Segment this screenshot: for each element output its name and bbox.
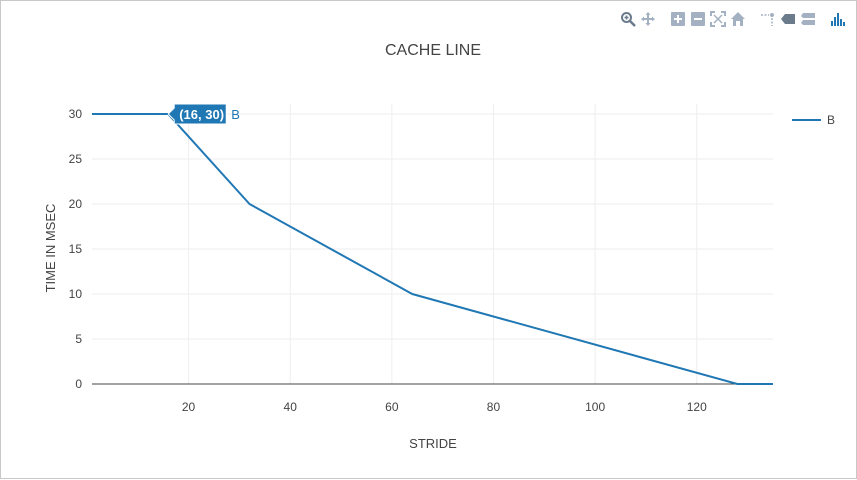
reset-axes-icon (731, 12, 745, 26)
axes: 20 40 60 80 100 120 0 5 10 15 20 25 30 (69, 107, 773, 414)
x-tick-label: 60 (385, 400, 399, 414)
autoscale-button[interactable] (708, 9, 728, 29)
x-tick-label: 100 (585, 400, 605, 414)
y-tick-label: 20 (69, 197, 83, 211)
zoom-out-icon (691, 12, 705, 26)
zoom-icon (621, 12, 636, 27)
zoom-in-button[interactable] (668, 9, 688, 29)
y-tick-label: 0 (75, 377, 82, 391)
hover-tooltip: (16, 30) B (167, 103, 240, 125)
legend-item-label: B (827, 113, 835, 127)
hover-value: (16, 30) (179, 107, 224, 122)
autoscale-icon (710, 11, 726, 27)
grid-lines (92, 104, 773, 384)
zoom-out-button[interactable] (688, 9, 708, 29)
modebar-group (828, 9, 848, 29)
plotly-logo-button[interactable] (828, 9, 848, 29)
pan-button[interactable] (638, 9, 658, 29)
hover-box (167, 103, 227, 125)
hover-compare-button[interactable] (798, 9, 818, 29)
hover-series-name: B (231, 107, 240, 122)
x-tick-label: 40 (284, 400, 298, 414)
x-axis-label: STRIDE (409, 436, 457, 451)
y-tick-label: 30 (69, 107, 83, 121)
x-tick-label: 80 (487, 400, 501, 414)
reset-axes-button[interactable] (728, 9, 748, 29)
y-tick-label: 10 (69, 287, 83, 301)
spike-lines-button[interactable] (758, 9, 778, 29)
zoom-in-icon (671, 12, 685, 26)
legend[interactable]: B (792, 113, 835, 127)
x-tick-label: 120 (687, 400, 707, 414)
hover-compare-icon (801, 13, 815, 25)
modebar-group (758, 9, 818, 29)
zoom-button[interactable] (618, 9, 638, 29)
hover-closest-icon (781, 14, 795, 24)
hover-closest-button[interactable] (778, 9, 798, 29)
modebar-group (668, 9, 748, 29)
x-tick-label: 20 (182, 400, 196, 414)
y-axis-label: TIME IN MSEC (43, 204, 58, 293)
y-tick-label: 15 (69, 242, 83, 256)
chart-title: CACHE LINE (385, 42, 481, 59)
plotly-logo-icon (831, 13, 845, 26)
y-tick-label: 5 (75, 332, 82, 346)
modebar-group (618, 9, 658, 29)
modebar (608, 9, 848, 29)
spike-lines-icon (761, 13, 774, 26)
y-tick-label: 25 (69, 152, 83, 166)
pan-icon (641, 12, 655, 26)
